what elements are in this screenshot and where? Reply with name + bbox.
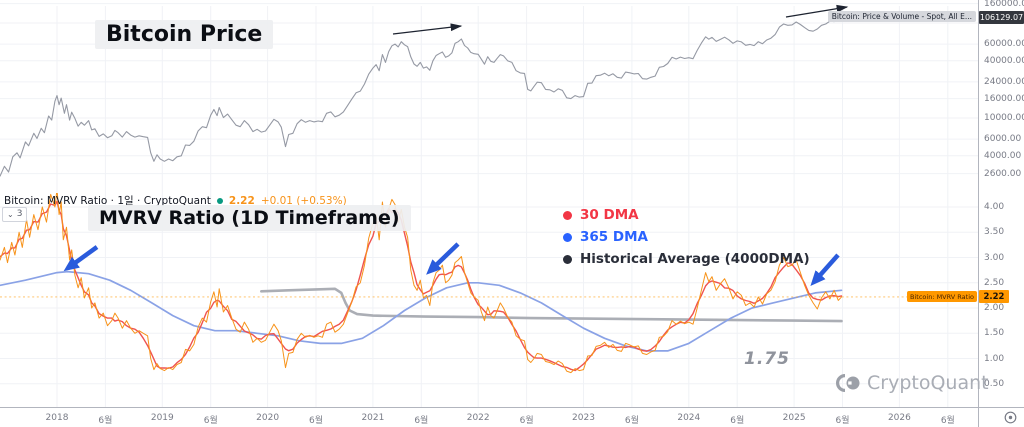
mvrv-change-value: +0.01 (+0.53%) bbox=[260, 194, 347, 207]
blue-dot-icon bbox=[563, 232, 572, 242]
x-axis-label: 6월 bbox=[203, 416, 218, 426]
cryptoquant-watermark: CryptoQuant bbox=[836, 372, 989, 394]
mvrv-legend-row: Bitcoin: MVRV Ratio · 1일 · CryptoQuant 2… bbox=[4, 193, 347, 208]
price-pane-title: Bitcoin Price bbox=[95, 20, 274, 49]
mvrv-value-axis-badge: 2.22 bbox=[979, 290, 1009, 303]
mvrv-current-value: 2.22 bbox=[228, 194, 255, 207]
x-axis-label: 6월 bbox=[519, 416, 534, 426]
x-axis-label: 6월 bbox=[940, 416, 955, 426]
watermark-text: CryptoQuant bbox=[867, 372, 989, 394]
dark-dot-icon bbox=[563, 254, 572, 264]
indicator-collapse-chip[interactable]: ⌄ 3 bbox=[2, 207, 28, 222]
annotation-arrow bbox=[426, 242, 460, 275]
price-y-axis-label: 10000.00 bbox=[984, 113, 1024, 123]
legend-item-label: 365 DMA bbox=[580, 229, 648, 245]
legend-item-365dma: 365 DMA bbox=[563, 226, 810, 248]
x-axis-label: 2026 bbox=[887, 413, 911, 423]
mvrv-y-axis-label: 4.00 bbox=[984, 202, 1005, 212]
red-dot-icon bbox=[563, 210, 572, 220]
x-axis-label: 2025 bbox=[782, 413, 806, 423]
x-axis-label: 2020 bbox=[256, 413, 280, 423]
price-y-axis-label: 24000.00 bbox=[984, 76, 1024, 87]
x-axis-label: 6월 bbox=[624, 416, 639, 426]
price-y-axis-label: 2600.00 bbox=[984, 168, 1022, 179]
price-y-axis-label: 4000.00 bbox=[984, 150, 1022, 161]
mvrv-series-30-dma bbox=[0, 200, 843, 372]
mvrv-series-365-dma bbox=[0, 270, 843, 352]
mvrv-series-historical-average-4000dma- bbox=[259, 287, 843, 323]
annotation-arrow bbox=[63, 245, 99, 272]
mvrv-series-mvrv-ratio bbox=[0, 193, 842, 374]
x-axis-label: 2019 bbox=[150, 413, 174, 423]
x-axis-label: 6월 bbox=[309, 416, 324, 426]
annotation-arrow bbox=[785, 4, 849, 18]
mvrv-series-legend-text[interactable]: Bitcoin: MVRV Ratio · 1일 · CryptoQuant bbox=[4, 195, 211, 207]
legend-item-label: Historical Average (4000DMA) bbox=[580, 251, 810, 267]
price-y-axis-label: 160000.00 bbox=[984, 0, 1024, 9]
x-axis-label: 6월 bbox=[414, 416, 429, 426]
market-status-dot-icon bbox=[216, 197, 223, 204]
mvrv-y-axis-label: 0.50 bbox=[984, 378, 1005, 389]
price-line bbox=[0, 16, 873, 177]
x-axis-label: 2024 bbox=[677, 413, 701, 423]
x-axis-label: 6월 bbox=[98, 416, 113, 426]
x-axis-label: 2018 bbox=[45, 413, 69, 423]
mvrv-y-axis-label: 1.50 bbox=[984, 328, 1005, 339]
last-price-axis-badge: 106129.07 bbox=[979, 11, 1024, 24]
price-y-axis-label: 16000.00 bbox=[984, 93, 1024, 104]
mvrv-y-axis-label: 3.50 bbox=[984, 227, 1005, 238]
x-axis-label: 2022 bbox=[466, 413, 490, 423]
target-icon[interactable] bbox=[1003, 410, 1018, 425]
mvrv-y-axis-label: 3.00 bbox=[984, 252, 1005, 263]
legend-item-30dma: 30 DMA bbox=[563, 204, 810, 226]
mvrv-y-axis-label: 2.00 bbox=[984, 303, 1005, 313]
x-axis-label: 2021 bbox=[361, 413, 385, 423]
legend-item-label: 30 DMA bbox=[580, 207, 639, 223]
x-axis-label: 6월 bbox=[730, 416, 745, 426]
x-axis-label: 6월 bbox=[835, 416, 850, 426]
mvrv-y-axis-label: 2.50 bbox=[984, 277, 1005, 288]
historical-average-value-label: 1.75 bbox=[744, 349, 790, 369]
dma-legend: 30 DMA 365 DMA Historical Average (4000D… bbox=[563, 204, 810, 270]
x-axis-label: 2023 bbox=[572, 413, 595, 423]
price-y-axis-label: 40000.00 bbox=[984, 55, 1024, 66]
annotation-arrow bbox=[810, 253, 840, 287]
price-y-axis-label: 6000.00 bbox=[984, 134, 1022, 145]
cryptoquant-logo-icon bbox=[836, 374, 860, 392]
mvrv-y-axis-label: 1.00 bbox=[984, 353, 1005, 364]
legend-item-historical-average: Historical Average (4000DMA) bbox=[563, 248, 810, 270]
price-y-axis-label: 60000.00 bbox=[984, 39, 1024, 50]
price-instrument-badge[interactable]: Bitcoin: Price & Volume - Spot, All E... bbox=[827, 11, 976, 22]
indicator-count: 3 bbox=[16, 209, 23, 219]
chevron-down-icon: ⌄ bbox=[7, 209, 14, 219]
mvrv-pane-title: MVRV Ratio (1D Timeframe) bbox=[88, 205, 411, 231]
annotation-arrow bbox=[392, 23, 463, 35]
mvrv-series-axis-label-badge: Bitcoin: MVRV Ratio bbox=[907, 291, 977, 302]
